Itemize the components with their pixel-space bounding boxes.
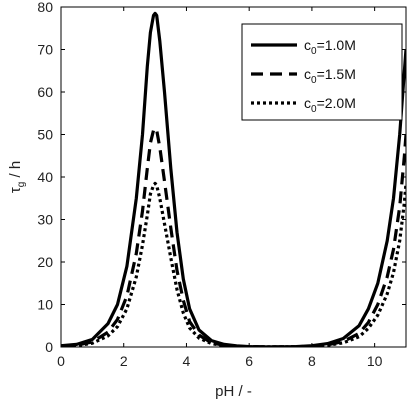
- tick-layer: 0 2 4 6 8 10 0 10 20 30 40 50 60 70 80: [37, 0, 406, 369]
- legend-box: [241, 23, 403, 121]
- legend-label-2: c0=1.5M: [304, 66, 356, 86]
- legend-label-1-rest: =1.0M: [317, 37, 356, 53]
- legend-label-2-sub: 0: [311, 75, 317, 86]
- y-tick-label: 50: [37, 127, 53, 143]
- y-axis-label-sub: g: [16, 182, 27, 188]
- series-line-3: [61, 181, 406, 347]
- legend-label-1-sub: 0: [311, 46, 317, 57]
- series-layer: [61, 11, 406, 347]
- y-tick-label: 70: [37, 42, 53, 58]
- y-tick-label: 60: [37, 84, 53, 100]
- x-tick-label: 0: [57, 353, 65, 369]
- legend-label-3: c0=2.0M: [304, 95, 356, 115]
- legend-label-1: c0=1.0M: [304, 37, 356, 57]
- y-tick-label: 20: [37, 254, 53, 270]
- legend: c0=1.0M c0=1.5M c0=2.0M: [241, 23, 403, 121]
- legend-label-2-main: c: [304, 66, 311, 82]
- x-tick-label: 6: [245, 353, 253, 369]
- legend-label-3-rest: =2.0M: [317, 95, 356, 111]
- legend-label-3-main: c: [304, 95, 311, 111]
- x-tick-label: 2: [120, 353, 128, 369]
- y-axis-label: τg / h: [7, 161, 27, 193]
- series-line-1: [61, 11, 406, 347]
- y-tick-label: 40: [37, 169, 53, 185]
- y-axis-label-rest: / h: [7, 161, 24, 182]
- y-tick-label: 80: [37, 0, 53, 15]
- x-tick-label: 4: [183, 353, 191, 369]
- legend-label-2-rest: =1.5M: [317, 66, 356, 82]
- y-axis-label-main: τ: [7, 187, 24, 193]
- x-axis-label: pH / -: [215, 383, 252, 400]
- y-tick-label: 10: [37, 297, 53, 313]
- x-tick-label: 10: [367, 353, 383, 369]
- x-tick-label: 8: [308, 353, 316, 369]
- y-tick-label: 30: [37, 212, 53, 228]
- y-tick-label: 0: [45, 339, 53, 355]
- legend-label-3-sub: 0: [311, 104, 317, 115]
- series-line-2: [61, 126, 406, 347]
- legend-label-1-main: c: [304, 37, 311, 53]
